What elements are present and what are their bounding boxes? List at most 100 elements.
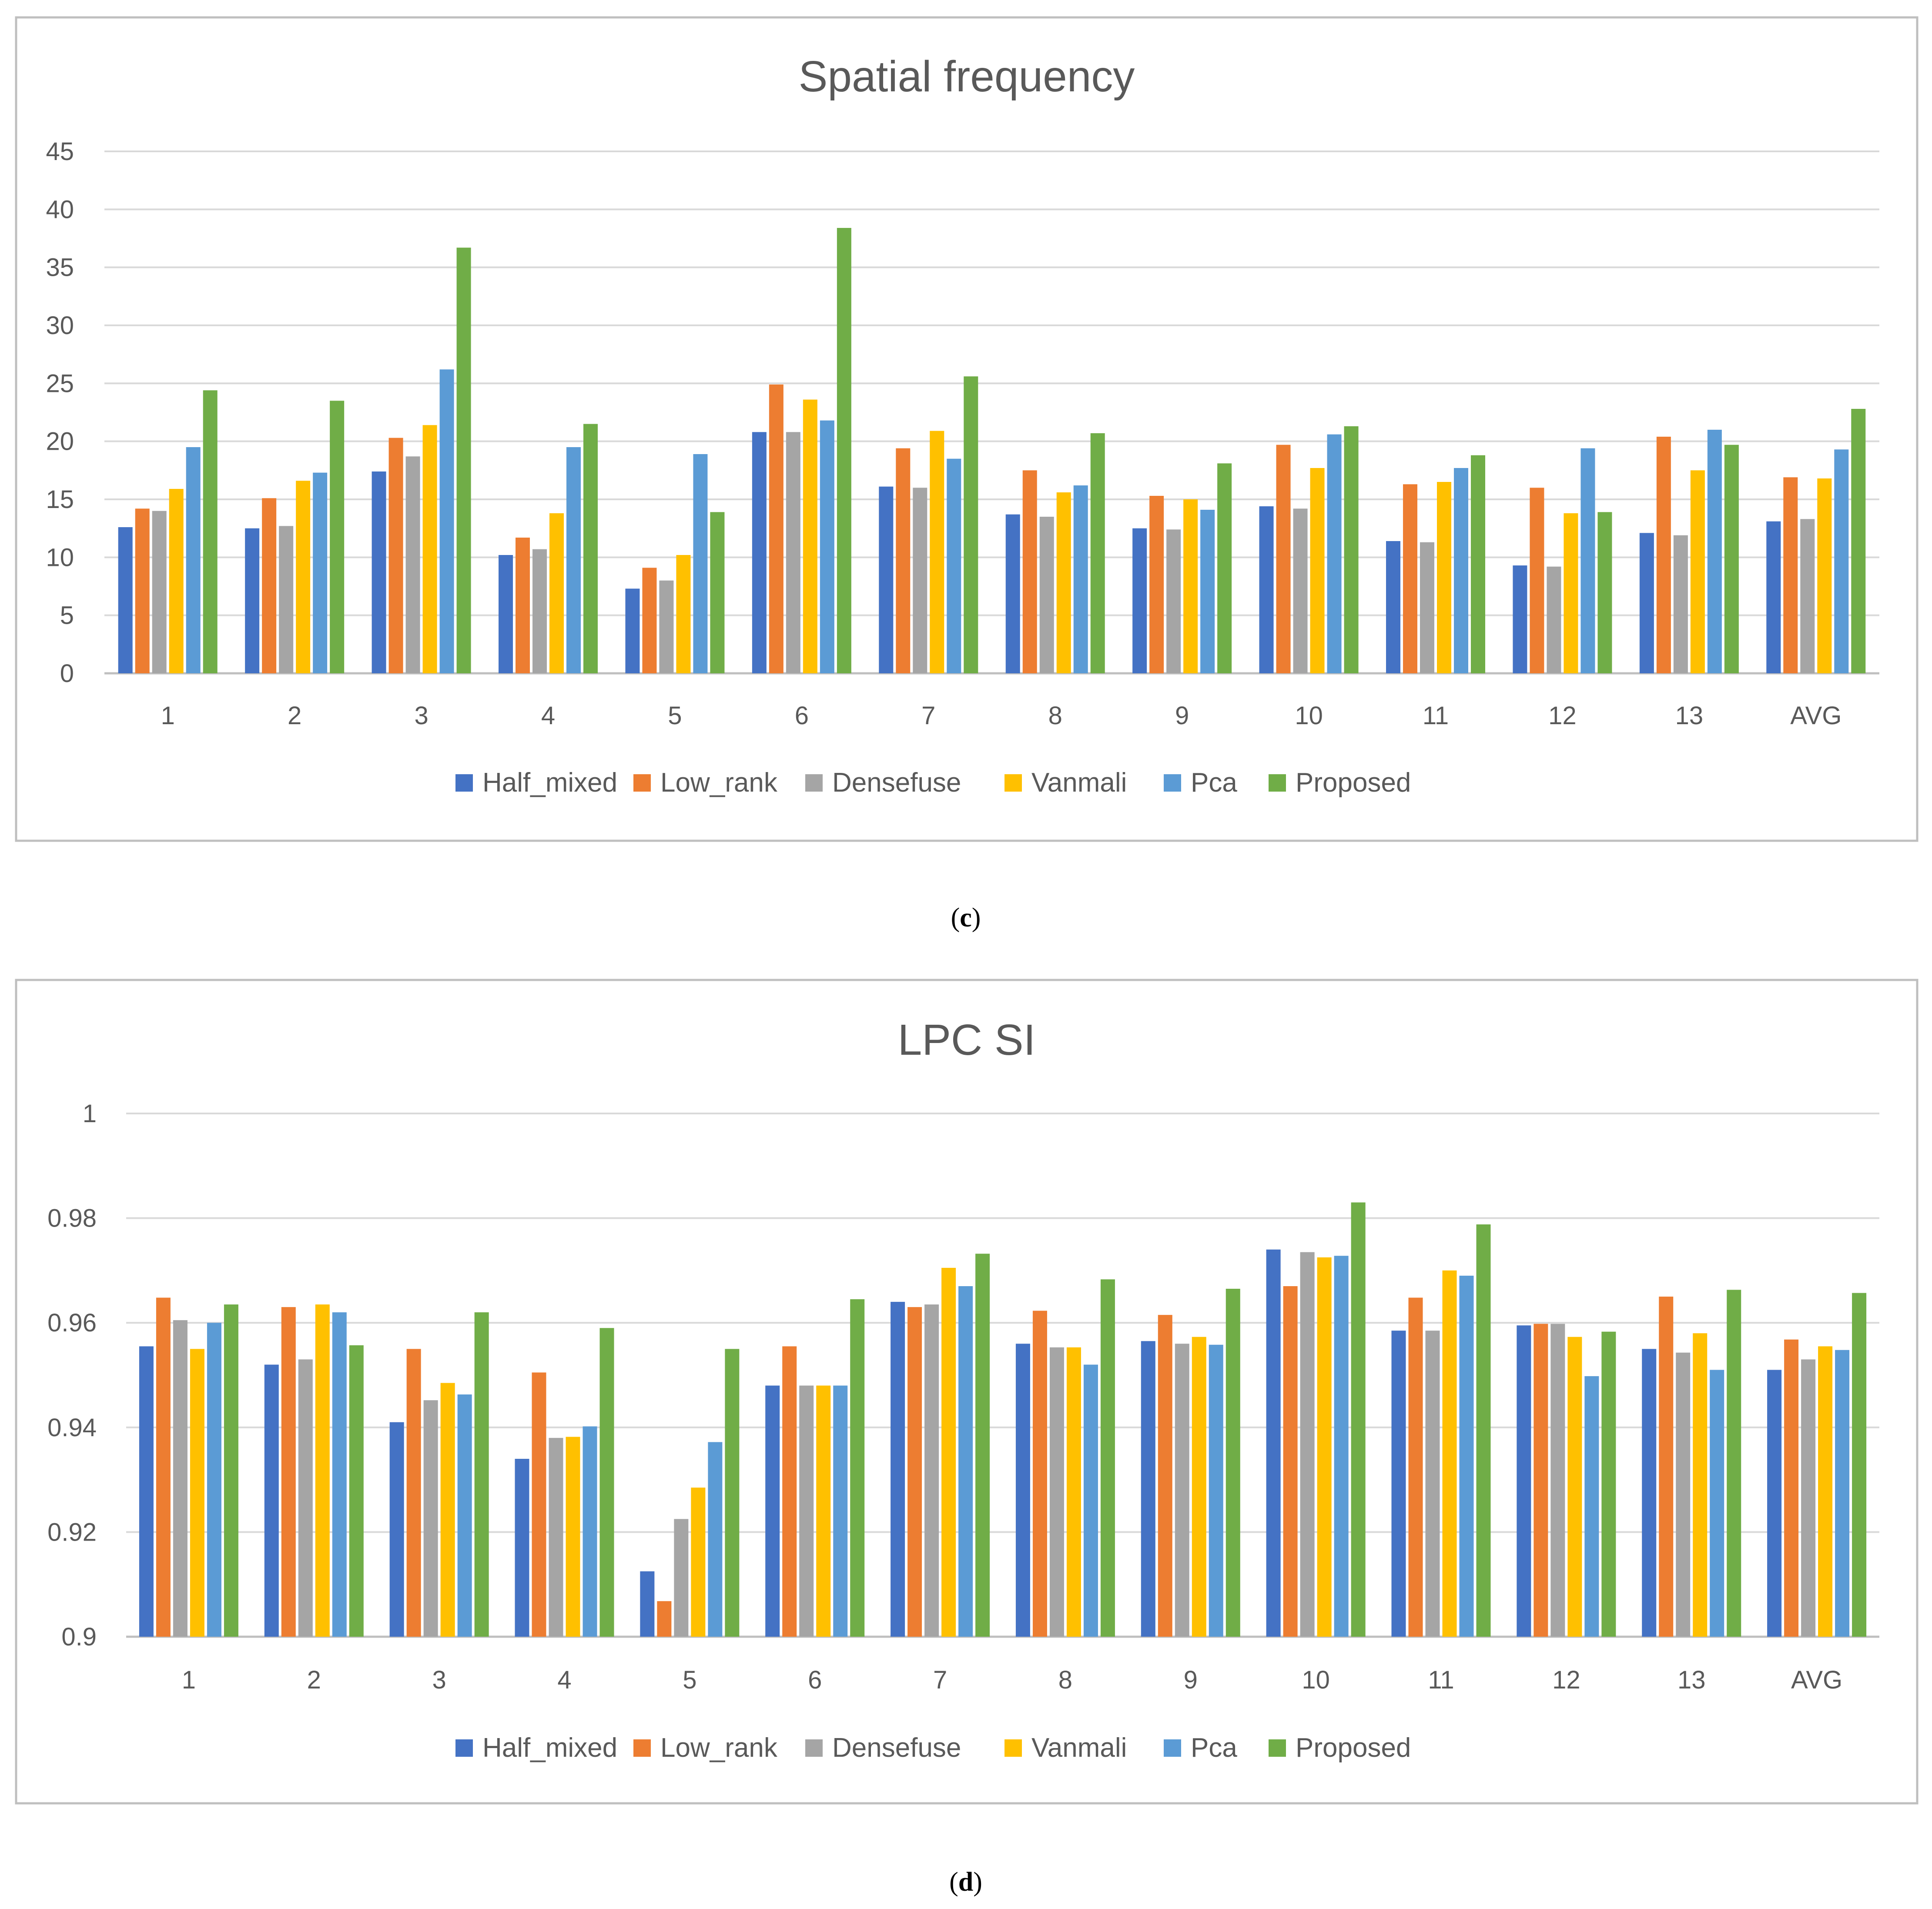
bar-vanmali-8	[1066, 1347, 1081, 1637]
bar-densefuse-13	[1676, 1352, 1691, 1637]
bar-proposed-4	[583, 424, 598, 673]
bar-vanmali-avg	[1817, 478, 1832, 673]
bar-low-rank-7	[896, 448, 911, 673]
x-tick-label: AVG	[1791, 1666, 1842, 1694]
bar-pca-12	[1580, 448, 1595, 673]
bar-vanmali-3	[440, 1383, 455, 1637]
bar-vanmali-5	[691, 1488, 706, 1637]
legend-label-half-mixed: Half_mixed	[482, 768, 617, 798]
bar-low-rank-6	[782, 1346, 797, 1637]
bar-densefuse-4	[549, 1438, 563, 1637]
bar-proposed-8	[1100, 1279, 1115, 1637]
x-tick-label: 4	[557, 1666, 571, 1694]
bar-pca-5	[693, 454, 708, 673]
bar-half-mixed-10	[1259, 506, 1274, 673]
bar-proposed-3	[474, 1312, 489, 1637]
bar-low-rank-3	[388, 438, 403, 673]
bar-vanmali-9	[1183, 499, 1198, 673]
bar-pca-7	[958, 1286, 973, 1637]
legend-label-pca: Pca	[1191, 768, 1237, 798]
bar-low-rank-avg	[1784, 1339, 1799, 1637]
bar-half-mixed-4	[515, 1458, 529, 1637]
bar-vanmali-1	[190, 1349, 204, 1637]
bar-half-mixed-3	[372, 471, 386, 673]
bar-low-rank-13	[1659, 1297, 1674, 1637]
bar-pca-4	[566, 447, 581, 673]
bar-low-rank-4	[532, 1372, 546, 1637]
bar-low-rank-11	[1403, 484, 1417, 673]
bar-vanmali-1	[169, 489, 184, 673]
x-tick-label: 6	[808, 1666, 822, 1694]
bar-half-mixed-10	[1266, 1249, 1281, 1637]
bar-vanmali-12	[1567, 1337, 1582, 1637]
x-tick-label: 9	[1184, 1666, 1198, 1694]
bar-vanmali-6	[803, 399, 817, 673]
bar-low-rank-9	[1149, 496, 1164, 673]
bar-half-mixed-13	[1639, 533, 1654, 673]
bar-half-mixed-11	[1391, 1331, 1406, 1637]
bar-proposed-4	[599, 1328, 614, 1637]
bar-low-rank-12	[1530, 488, 1544, 673]
bar-low-rank-1	[156, 1297, 171, 1637]
x-tick-label: 12	[1552, 1666, 1580, 1694]
legend-swatch-low-rank	[633, 774, 651, 792]
x-tick-label: 9	[1175, 702, 1189, 730]
y-tick-label: 20	[46, 428, 74, 456]
y-tick-label: 0.98	[47, 1204, 97, 1233]
bar-low-rank-5	[642, 568, 657, 673]
x-tick-label: 1	[161, 702, 175, 730]
caption-letter: d	[958, 1867, 973, 1897]
bar-proposed-11	[1471, 455, 1485, 673]
bar-low-rank-1	[135, 508, 150, 673]
x-tick-label: 1	[182, 1666, 196, 1694]
bar-low-rank-12	[1534, 1324, 1548, 1637]
bar-proposed-avg	[1852, 1293, 1867, 1637]
bar-vanmali-4	[549, 513, 564, 673]
bar-proposed-1	[203, 390, 218, 673]
bar-vanmali-10	[1317, 1257, 1332, 1637]
caption-c: (c)	[951, 903, 981, 933]
bar-vanmali-8	[1056, 492, 1071, 673]
bar-vanmali-2	[315, 1304, 330, 1637]
y-tick-label: 0.92	[47, 1518, 97, 1546]
y-tick-label: 5	[60, 602, 74, 630]
y-tick-label: 35	[46, 254, 74, 282]
bar-densefuse-2	[279, 526, 294, 673]
bar-proposed-5	[710, 512, 725, 673]
legend-swatch-pca	[1164, 1739, 1181, 1757]
legend-label-vanmali: Vanmali	[1031, 768, 1127, 798]
bar-densefuse-13	[1673, 535, 1688, 673]
bar-densefuse-6	[799, 1385, 814, 1637]
bar-half-mixed-4	[499, 555, 513, 673]
legend-swatch-low-rank	[633, 1739, 651, 1757]
y-tick-label: 40	[46, 195, 74, 224]
bar-vanmali-7	[941, 1267, 956, 1637]
bar-proposed-10	[1351, 1202, 1366, 1637]
bar-proposed-9	[1217, 463, 1232, 673]
bar-half-mixed-8	[1005, 514, 1020, 673]
legend-swatch-vanmali	[1005, 1739, 1022, 1757]
bar-proposed-6	[850, 1299, 865, 1637]
bar-pca-avg	[1835, 1350, 1850, 1637]
legend-label-densefuse: Densefuse	[832, 768, 961, 798]
x-tick-label: 12	[1548, 702, 1577, 730]
y-axis-ticks: 0 5 10 15 20 25 30 35 40 45	[46, 137, 74, 688]
legend-swatch-vanmali	[1005, 774, 1022, 792]
bar-densefuse-avg	[1801, 1359, 1816, 1637]
bar-half-mixed-avg	[1767, 1370, 1782, 1637]
x-tick-label: 6	[795, 702, 809, 730]
bar-proposed-3	[456, 247, 471, 673]
bar-low-rank-2	[281, 1307, 296, 1637]
bar-half-mixed-11	[1386, 541, 1400, 673]
x-tick-label: 11	[1428, 1666, 1454, 1694]
bar-densefuse-7	[924, 1304, 939, 1637]
bar-vanmali-6	[816, 1385, 831, 1637]
bar-proposed-7	[975, 1254, 990, 1637]
x-tick-label: 10	[1295, 702, 1323, 730]
legend-swatch-half-mixed	[455, 1739, 473, 1757]
bars	[139, 1202, 1867, 1637]
x-tick-label: 5	[683, 1666, 696, 1694]
legend-swatch-pca	[1164, 774, 1181, 792]
bar-proposed-13	[1727, 1290, 1741, 1637]
